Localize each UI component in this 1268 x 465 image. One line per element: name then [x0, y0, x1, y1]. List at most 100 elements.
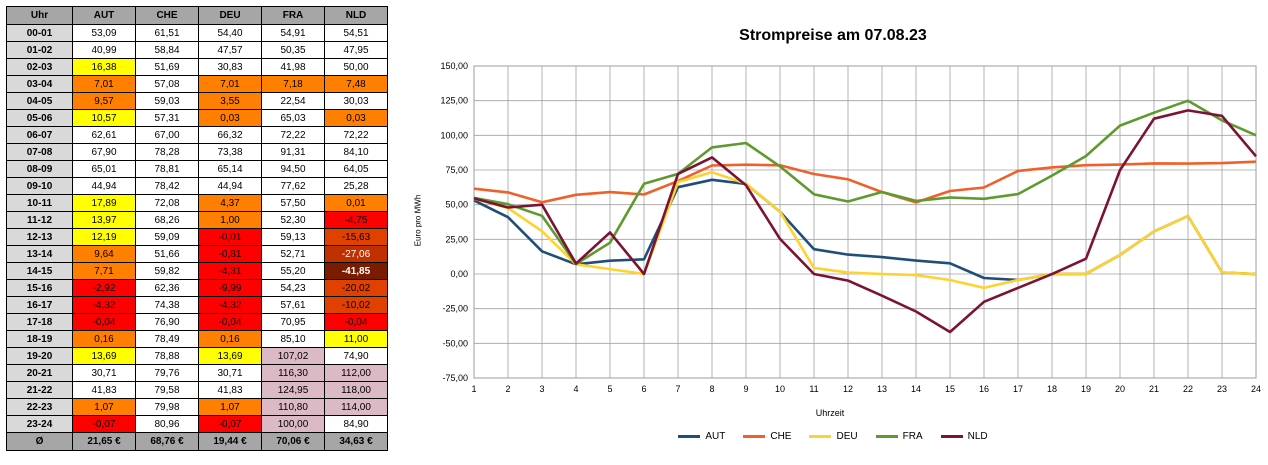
table-row: 05-06 10,57 57,31 0,03 65,03 0,03	[6, 109, 388, 127]
price-table-container: Uhr AUT CHE DEU FRA NLD 00-01 53,09 61,51 5…	[6, 6, 388, 451]
plot-area	[473, 65, 1257, 379]
price-cell: -0,07	[198, 415, 262, 433]
price-cell: 78,28	[135, 143, 199, 161]
x-tick-label: 20	[1115, 384, 1125, 394]
x-tick-label: 9	[743, 384, 748, 394]
table-row: 15-16 -2,92 62,36 -9,99 54,23 -20,02	[6, 279, 388, 297]
price-cell: 107,02	[261, 347, 325, 365]
x-tick-label: 6	[641, 384, 646, 394]
hour-cell: 01-02	[6, 41, 73, 59]
price-cell: -0,07	[72, 415, 136, 433]
hour-cell: 05-06	[6, 109, 73, 127]
table-row: 22-23 1,07 79,98 1,07 110,80 114,00	[6, 398, 388, 416]
price-cell: 7,48	[324, 75, 388, 93]
price-cell: 85,10	[261, 330, 325, 348]
x-tick-label: 1	[471, 384, 476, 394]
legend-item: FRA	[875, 431, 923, 442]
price-cell: 0,03	[324, 109, 388, 127]
price-cell: 72,22	[324, 126, 388, 144]
price-cell: 78,81	[135, 160, 199, 178]
price-cell: 112,00	[324, 364, 388, 382]
hour-cell: 15-16	[6, 279, 73, 297]
y-tick-label: -25,00	[442, 304, 468, 314]
price-cell: 59,03	[135, 92, 199, 110]
average-row: Ø 21,65 € 68,76 € 19,44 € 70,06 € 34,63 …	[6, 432, 388, 451]
price-cell: 78,42	[135, 177, 199, 195]
y-tick-label: 75,00	[445, 165, 468, 175]
price-cell: -4,75	[324, 211, 388, 229]
y-axis-label: Euro pro MWh	[413, 194, 423, 247]
chart-canvas: -75,00 -50,00 -25,00 0,00 25,00 50,00 75,00 100…	[440, 61, 1261, 394]
table-row: 02-03 16,38 51,69 30,83 41,98 50,00	[6, 58, 388, 76]
table-row: 12-13 12,19 59,09 -0,01 59,13 -15,63	[6, 228, 388, 246]
legend-item: NLD	[940, 431, 988, 442]
price-cell: 13,69	[198, 347, 262, 365]
price-cell: 66,32	[198, 126, 262, 144]
table-row: 14-15 7,71 59,82 -4,31 55,20 -41,85	[6, 262, 388, 280]
price-cell: 84,10	[324, 143, 388, 161]
series-line-deu	[473, 170, 1257, 290]
price-cell: 54,91	[261, 24, 325, 42]
price-cell: 65,01	[72, 160, 136, 178]
price-cell: 1,07	[72, 398, 136, 416]
x-tick-label: 5	[607, 384, 612, 394]
x-tick-label: 22	[1183, 384, 1193, 394]
price-cell: 58,84	[135, 41, 199, 59]
table-row: 23-24 -0,07 80,96 -0,07 100,00 84,90	[6, 415, 388, 433]
price-cell: 57,31	[135, 109, 199, 127]
x-tick-label: 13	[877, 384, 887, 394]
price-cell: 74,38	[135, 296, 199, 314]
hour-cell: 16-17	[6, 296, 73, 314]
price-cell: 77,62	[261, 177, 325, 195]
price-cell: 30,71	[72, 364, 136, 382]
price-cell: 7,01	[198, 75, 262, 93]
price-cell: 25,28	[324, 177, 388, 195]
x-tick-label: 11	[809, 384, 818, 394]
column-header-fra: FRA	[261, 6, 325, 25]
table-row: 00-01 53,09 61,51 54,40 54,91 54,51	[6, 24, 388, 42]
average-che: 68,76 €	[135, 432, 199, 451]
price-cell: -4,32	[198, 296, 262, 314]
price-cell: 51,69	[135, 58, 199, 76]
price-cell: 57,08	[135, 75, 199, 93]
price-cell: 72,22	[261, 126, 325, 144]
price-cell: 1,00	[198, 211, 262, 229]
price-cell: 118,00	[324, 381, 388, 399]
price-cell: -27,06	[324, 245, 388, 263]
price-cell: 47,95	[324, 41, 388, 59]
x-tick-label: 24	[1251, 384, 1261, 394]
series-line-nld	[473, 109, 1257, 334]
price-cell: 9,57	[72, 92, 136, 110]
price-cell: -0,81	[198, 245, 262, 263]
price-cell: 9,64	[72, 245, 136, 263]
price-cell: 54,23	[261, 279, 325, 297]
price-cell: 65,14	[198, 160, 262, 178]
x-tick-label: 10	[775, 384, 785, 394]
table-row: 16-17 -4,32 74,38 -4,32 57,61 -10,02	[6, 296, 388, 314]
price-cell: 52,71	[261, 245, 325, 263]
price-cell: 62,36	[135, 279, 199, 297]
table-row: 19-20 13,69 78,88 13,69 107,02 74,90	[6, 347, 388, 365]
price-cell: 68,26	[135, 211, 199, 229]
x-tick-label: 7	[675, 384, 680, 394]
price-cell: 72,08	[135, 194, 199, 212]
price-cell: 114,00	[324, 398, 388, 416]
column-header-che: CHE	[135, 6, 199, 25]
series-line-che	[473, 160, 1257, 204]
average-fra: 70,06 €	[261, 432, 325, 451]
price-cell: 0,03	[198, 109, 262, 127]
price-cell: 0,01	[324, 194, 388, 212]
y-tick-label: 25,00	[445, 234, 468, 244]
price-cell: 40,99	[72, 41, 136, 59]
y-tick-label: -50,00	[442, 338, 468, 348]
table-row: 08-09 65,01 78,81 65,14 94,50 64,05	[6, 160, 388, 178]
hour-cell: 13-14	[6, 245, 73, 263]
hour-cell: 04-05	[6, 92, 73, 110]
price-cell: 30,71	[198, 364, 262, 382]
price-cell: -15,63	[324, 228, 388, 246]
price-cell: -0,01	[198, 228, 262, 246]
hour-cell: 19-20	[6, 347, 73, 365]
price-cell: -10,02	[324, 296, 388, 314]
price-cell: 51,66	[135, 245, 199, 263]
price-cell: 79,98	[135, 398, 199, 416]
